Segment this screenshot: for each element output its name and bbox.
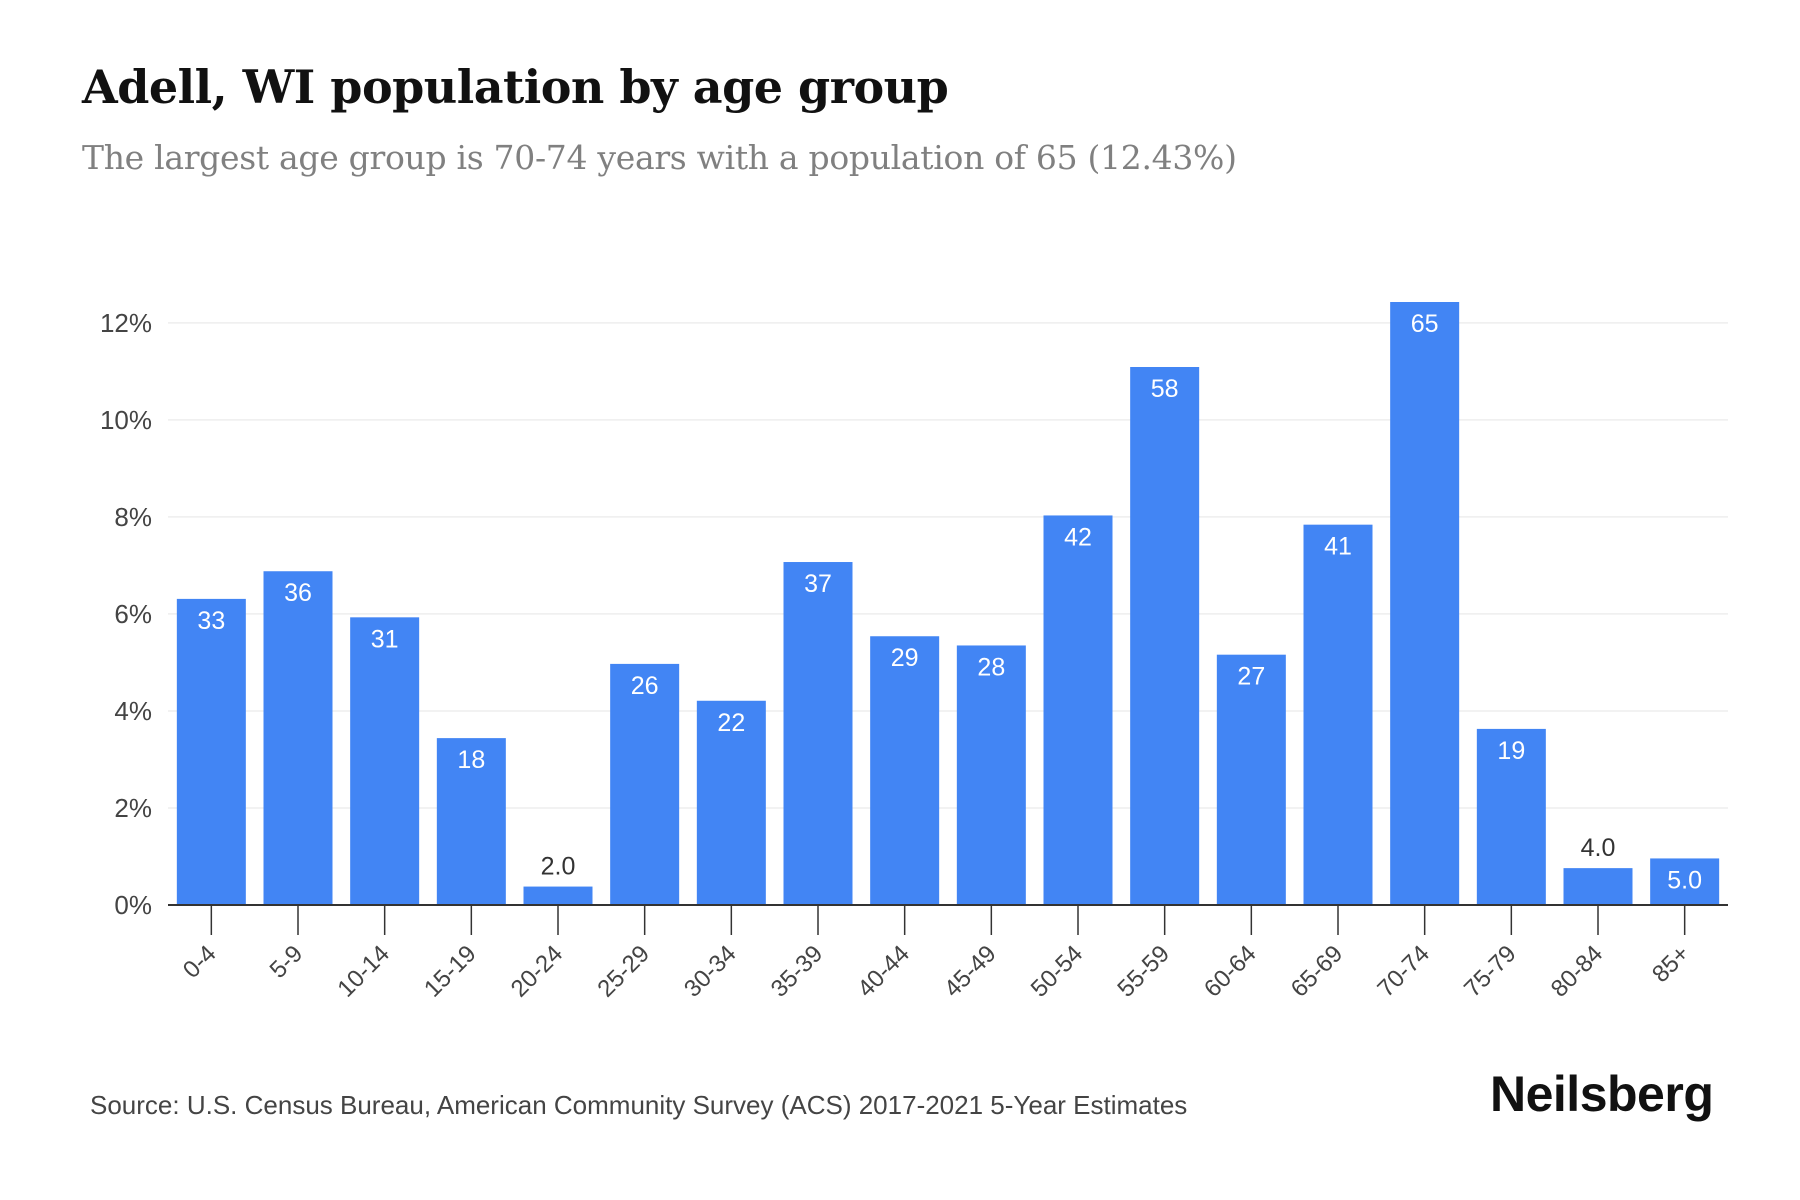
bar bbox=[610, 663, 680, 905]
x-tick-label: 20-24 bbox=[506, 940, 569, 1003]
data-label: 26 bbox=[631, 672, 659, 700]
data-labels: 33 36 31 18 2.0 26 22 37 29 28 42 58 27 41 65 19 4.0 5.0 bbox=[197, 310, 1702, 894]
data-label: 22 bbox=[717, 709, 745, 737]
x-tick-label: 75-79 bbox=[1459, 940, 1522, 1003]
data-label: 28 bbox=[977, 653, 1005, 681]
bar bbox=[870, 636, 940, 905]
x-tick-label: 55-59 bbox=[1112, 940, 1175, 1003]
x-tick-label: 60-64 bbox=[1199, 940, 1262, 1003]
y-tick-label: 12% bbox=[100, 308, 152, 338]
bar bbox=[1303, 524, 1373, 905]
bar-chart: 0% 2% 4% 6% 8% 10% 12% 33 36 31 18 2.0 26 22 37 29 28 42… bbox=[100, 302, 1728, 1003]
x-axis-tick-labels: 0-4 5-9 10-14 15-19 20-24 25-29 30-34 35-39 40-4… bbox=[178, 940, 1695, 1003]
y-tick-label: 4% bbox=[114, 696, 152, 726]
data-label: 31 bbox=[371, 625, 399, 653]
data-label: 29 bbox=[891, 644, 919, 672]
data-label: 65 bbox=[1411, 310, 1439, 338]
data-label: 18 bbox=[457, 746, 485, 774]
data-label: 19 bbox=[1497, 737, 1525, 765]
data-label: 37 bbox=[804, 570, 832, 598]
grid-lines bbox=[168, 322, 1728, 809]
x-tick-label: 45-49 bbox=[939, 940, 1002, 1003]
y-tick-label: 2% bbox=[114, 793, 152, 823]
brand-logo: Neilsberg bbox=[1490, 1066, 1714, 1122]
data-label: 4.0 bbox=[1581, 834, 1616, 862]
bar bbox=[263, 571, 333, 905]
bar bbox=[1563, 868, 1633, 905]
bar bbox=[1650, 858, 1720, 905]
data-label: 2.0 bbox=[541, 853, 576, 881]
bar bbox=[783, 562, 853, 905]
y-tick-label: 8% bbox=[114, 502, 152, 532]
data-label: 5.0 bbox=[1667, 866, 1702, 894]
data-label: 33 bbox=[197, 607, 225, 635]
x-tick-label: 80-84 bbox=[1546, 940, 1609, 1003]
data-label: 42 bbox=[1064, 523, 1092, 551]
x-tick-label: 50-54 bbox=[1026, 940, 1089, 1003]
bar bbox=[1216, 654, 1286, 905]
chart-subtitle: The largest age group is 70-74 years wit… bbox=[82, 138, 1237, 177]
data-label: 27 bbox=[1237, 663, 1265, 691]
bars bbox=[176, 302, 1720, 906]
bar bbox=[956, 645, 1026, 905]
x-tick-label: 15-19 bbox=[419, 940, 482, 1003]
x-tick-label: 85+ bbox=[1647, 940, 1695, 988]
y-tick-label: 10% bbox=[100, 405, 152, 435]
bar bbox=[350, 617, 420, 905]
x-tick-label: 65-69 bbox=[1286, 940, 1349, 1003]
bar bbox=[1476, 728, 1546, 905]
data-label: 41 bbox=[1324, 533, 1352, 561]
y-tick-label: 0% bbox=[114, 890, 152, 920]
source-note: Source: U.S. Census Bureau, American Com… bbox=[90, 1090, 1188, 1120]
x-tick-label: 5-9 bbox=[265, 940, 309, 984]
data-label: 58 bbox=[1151, 375, 1179, 403]
x-tick-label: 35-39 bbox=[766, 940, 829, 1003]
y-tick-label: 6% bbox=[114, 599, 152, 629]
x-axis bbox=[168, 904, 1728, 935]
x-tick-label: 25-29 bbox=[592, 940, 655, 1003]
bar bbox=[696, 700, 766, 905]
x-tick-label: 10-14 bbox=[332, 940, 395, 1003]
x-tick-label: 40-44 bbox=[852, 940, 915, 1003]
data-label: 36 bbox=[284, 579, 312, 607]
x-tick-label: 0-4 bbox=[178, 940, 222, 984]
y-axis-tick-labels: 0% 2% 4% 6% 8% 10% 12% bbox=[100, 308, 152, 920]
bar bbox=[176, 598, 246, 905]
bar bbox=[436, 738, 506, 905]
bar bbox=[1390, 302, 1460, 905]
chart-title: Adell, WI population by age group bbox=[82, 60, 949, 114]
bar bbox=[1043, 515, 1113, 905]
x-tick-label: 30-34 bbox=[679, 940, 742, 1003]
bar bbox=[1130, 367, 1200, 906]
x-tick-label: 70-74 bbox=[1372, 940, 1435, 1003]
bar bbox=[523, 886, 593, 905]
